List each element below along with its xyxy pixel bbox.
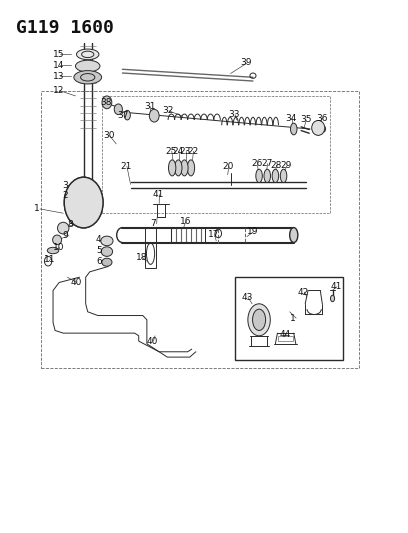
Ellipse shape <box>58 222 69 234</box>
Text: 38: 38 <box>100 98 111 107</box>
Text: 40: 40 <box>147 337 158 345</box>
Text: 35: 35 <box>300 116 311 124</box>
Circle shape <box>321 126 326 132</box>
Ellipse shape <box>75 60 100 72</box>
Ellipse shape <box>77 49 99 60</box>
Ellipse shape <box>187 160 195 176</box>
Ellipse shape <box>78 188 98 198</box>
Text: 18: 18 <box>136 253 147 262</box>
Ellipse shape <box>53 235 62 245</box>
Ellipse shape <box>280 169 287 182</box>
Text: 22: 22 <box>187 147 198 156</box>
Ellipse shape <box>330 295 335 302</box>
Ellipse shape <box>124 110 131 120</box>
Text: 10: 10 <box>53 244 64 252</box>
Text: 23: 23 <box>180 147 191 156</box>
Text: 15: 15 <box>53 50 64 59</box>
Text: 43: 43 <box>242 293 253 302</box>
Text: 16: 16 <box>180 217 191 225</box>
Text: 42: 42 <box>298 288 309 296</box>
Text: 31: 31 <box>144 102 155 111</box>
Ellipse shape <box>175 160 182 176</box>
Circle shape <box>102 96 112 109</box>
Text: 28: 28 <box>271 161 282 169</box>
Circle shape <box>114 104 122 115</box>
Ellipse shape <box>253 309 266 330</box>
Text: 41: 41 <box>330 282 342 291</box>
Text: 8: 8 <box>67 221 73 229</box>
Bar <box>278 336 293 341</box>
Text: G119 1600: G119 1600 <box>16 19 114 37</box>
Text: 11: 11 <box>44 255 55 263</box>
Text: 1: 1 <box>33 205 39 213</box>
Text: 13: 13 <box>53 72 64 80</box>
Ellipse shape <box>290 123 297 135</box>
Text: 30: 30 <box>103 132 115 140</box>
Text: 3: 3 <box>62 181 68 190</box>
Text: 17: 17 <box>208 230 220 239</box>
Text: 27: 27 <box>261 159 273 168</box>
Ellipse shape <box>64 177 103 228</box>
Text: 24: 24 <box>173 147 184 156</box>
Bar <box>102 96 330 213</box>
Ellipse shape <box>74 70 102 84</box>
Text: 21: 21 <box>120 162 132 171</box>
Text: 33: 33 <box>228 110 240 119</box>
Bar <box>235 277 343 360</box>
Ellipse shape <box>248 304 270 336</box>
Text: 41: 41 <box>153 190 164 199</box>
Text: 6: 6 <box>96 257 102 265</box>
Ellipse shape <box>169 160 176 176</box>
Text: 2: 2 <box>62 191 68 199</box>
Ellipse shape <box>47 247 59 254</box>
Ellipse shape <box>101 236 113 246</box>
Text: 29: 29 <box>281 161 292 169</box>
Text: 34: 34 <box>286 114 297 123</box>
Text: 12: 12 <box>53 86 64 95</box>
Ellipse shape <box>181 160 188 176</box>
Text: 4: 4 <box>96 236 102 244</box>
Text: 26: 26 <box>251 159 262 168</box>
Ellipse shape <box>290 228 298 243</box>
Bar <box>145 228 156 268</box>
Circle shape <box>149 109 159 122</box>
Ellipse shape <box>312 120 325 135</box>
Text: 32: 32 <box>162 107 174 115</box>
Text: 40: 40 <box>70 278 82 287</box>
Text: 9: 9 <box>62 231 68 240</box>
Text: 25: 25 <box>165 147 177 156</box>
Circle shape <box>71 187 96 219</box>
Bar <box>171 228 205 242</box>
Text: 20: 20 <box>222 162 234 171</box>
Text: 36: 36 <box>316 114 328 123</box>
Text: 5: 5 <box>96 246 102 255</box>
Text: 1: 1 <box>290 314 295 322</box>
Text: 14: 14 <box>53 61 64 69</box>
Ellipse shape <box>272 169 279 182</box>
Text: 37: 37 <box>118 111 129 120</box>
Text: 39: 39 <box>241 59 252 67</box>
Bar <box>41 91 359 368</box>
Ellipse shape <box>102 258 112 266</box>
Text: 19: 19 <box>247 228 258 236</box>
Ellipse shape <box>101 247 113 256</box>
Ellipse shape <box>256 169 262 182</box>
Ellipse shape <box>264 169 271 182</box>
Text: 7: 7 <box>150 220 156 228</box>
Text: 44: 44 <box>279 330 291 338</box>
